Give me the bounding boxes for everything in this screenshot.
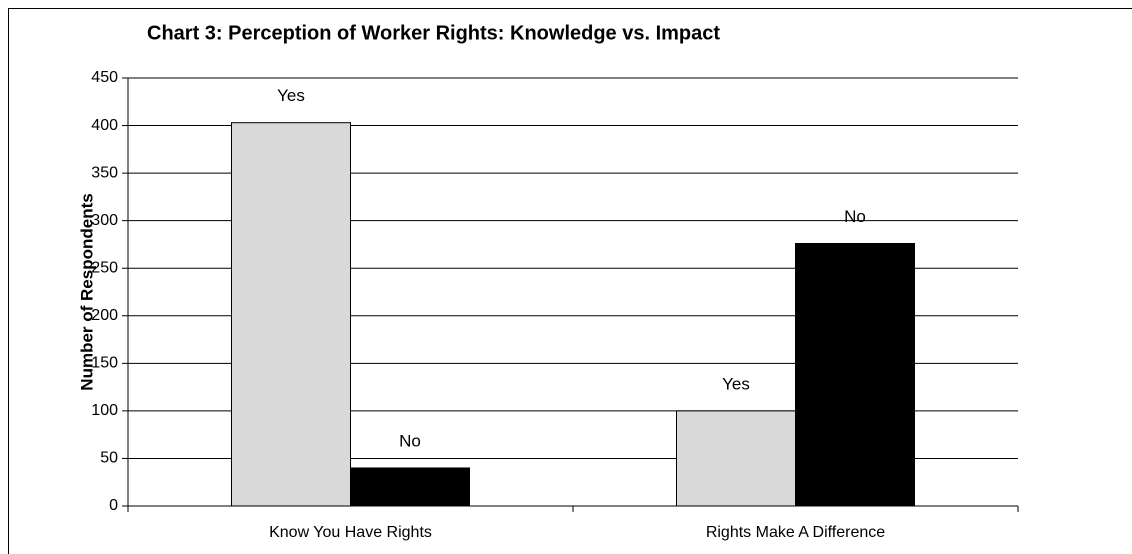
y-tick-label: 350 [91, 164, 118, 181]
x-tick-label: Rights Make A Difference [706, 524, 885, 541]
bar [795, 242, 915, 507]
y-tick-label: 100 [91, 402, 118, 419]
data-label: No [844, 207, 866, 226]
bar [231, 122, 351, 507]
y-tick-label: 450 [91, 69, 118, 86]
y-tick-label: 300 [91, 212, 118, 229]
data-label: Yes [277, 86, 305, 105]
y-tick-label: 150 [91, 355, 118, 372]
chart-title: Chart 3: Perception of Worker Rights: Kn… [147, 22, 720, 44]
data-label: No [399, 431, 421, 450]
y-axis-label: Number of Respondents [77, 193, 96, 390]
y-tick-label: 250 [91, 259, 118, 276]
bar [676, 410, 796, 507]
y-tick-label: 50 [100, 450, 118, 467]
x-tick-label: Know You Have Rights [269, 524, 432, 541]
bar [350, 467, 470, 507]
data-label: Yes [722, 374, 750, 393]
y-tick-label: 0 [109, 497, 118, 514]
chart-frame [8, 8, 1132, 554]
y-tick-label: 200 [91, 307, 118, 324]
y-tick-label: 400 [91, 117, 118, 134]
